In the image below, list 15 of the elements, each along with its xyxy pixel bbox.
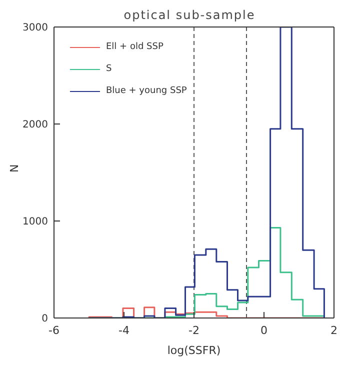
x-tick-label: -6 [48,324,60,337]
legend-label: Ell + old SSP [106,42,164,52]
chart-title: optical sub-sample [122,8,256,22]
y-tick-label: 3000 [22,22,48,34]
y-tick-label: 2000 [22,120,48,131]
y-axis-title: N [8,164,21,172]
legend-label: Blue + young SSP [106,86,187,96]
y-tick-label: 0 [42,314,48,325]
x-axis-title: log(SSFR) [167,344,221,357]
legend-label: S [106,64,112,74]
x-tick-label: -2 [188,324,200,337]
x-tick-label: -4 [118,324,130,337]
x-tick-label: 0 [260,324,268,337]
y-tick-label: 1000 [22,216,48,228]
x-tick-label: 2 [330,324,338,337]
